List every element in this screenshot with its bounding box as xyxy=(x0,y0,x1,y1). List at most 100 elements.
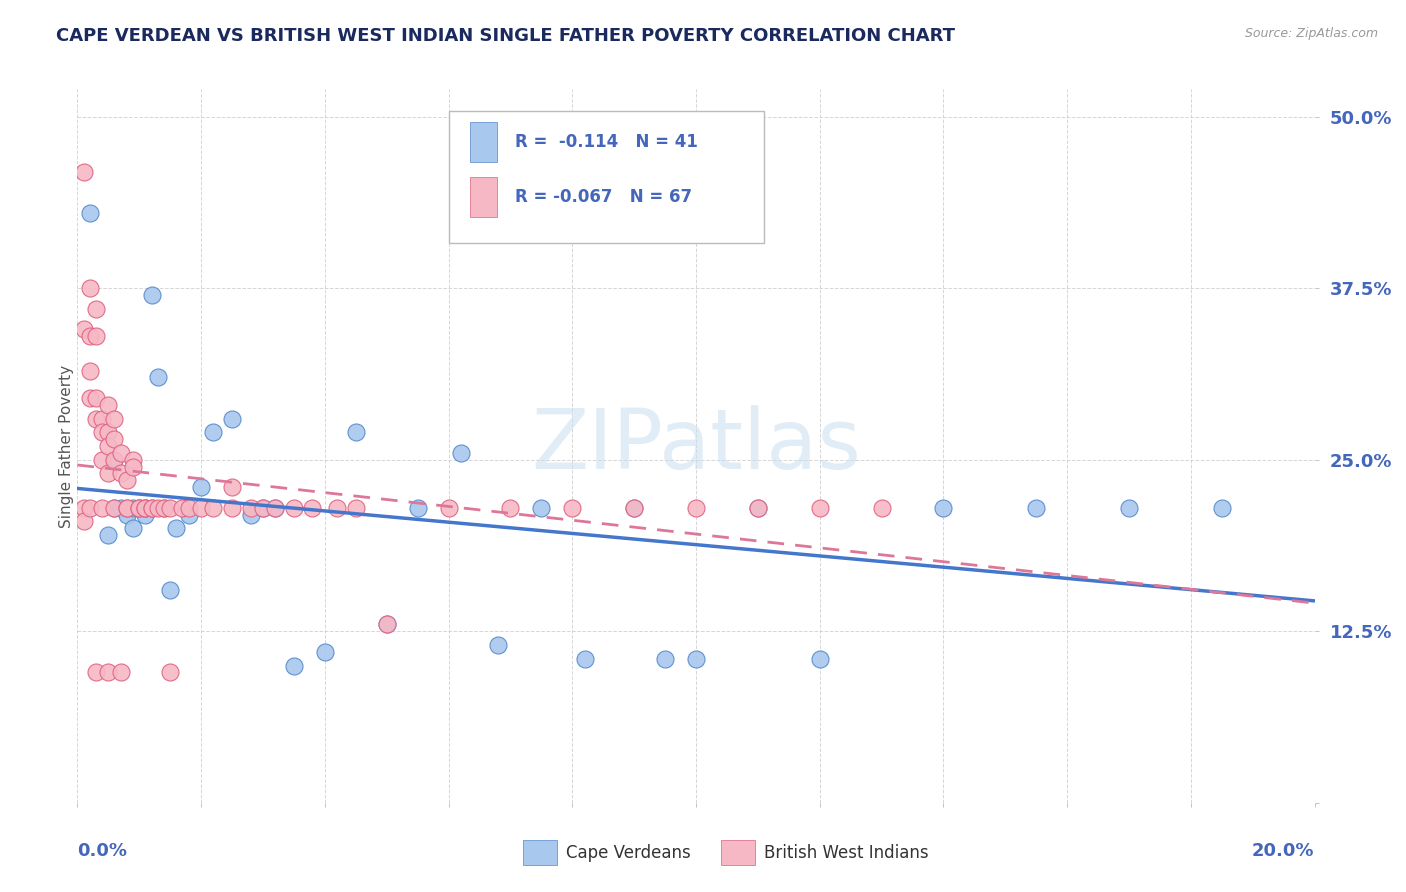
Point xyxy=(344,425,367,440)
Point xyxy=(146,370,169,384)
Point xyxy=(128,500,150,515)
Point xyxy=(437,500,460,515)
Text: CAPE VERDEAN VS BRITISH WEST INDIAN SINGLE FATHER POVERTY CORRELATION CHART: CAPE VERDEAN VS BRITISH WEST INDIAN SING… xyxy=(56,27,955,45)
Point xyxy=(283,500,305,515)
Point xyxy=(91,500,114,515)
Point xyxy=(79,500,101,515)
Point xyxy=(153,500,176,515)
Point xyxy=(128,500,150,515)
Text: ZIPatlas: ZIPatlas xyxy=(531,406,860,486)
FancyBboxPatch shape xyxy=(470,178,496,217)
Point xyxy=(115,500,138,515)
Point xyxy=(654,651,676,665)
Point xyxy=(344,500,367,515)
Point xyxy=(122,500,145,515)
Point xyxy=(326,500,349,515)
Point xyxy=(747,500,769,515)
Text: British West Indians: British West Indians xyxy=(763,844,928,862)
Point xyxy=(103,500,125,515)
Point xyxy=(91,452,114,467)
Point xyxy=(1118,500,1140,515)
Point xyxy=(221,411,243,425)
Point xyxy=(134,500,156,515)
Point xyxy=(202,500,225,515)
Point xyxy=(84,301,107,316)
Point xyxy=(574,651,596,665)
Point xyxy=(747,500,769,515)
Text: Cape Verdeans: Cape Verdeans xyxy=(567,844,690,862)
Point xyxy=(221,480,243,494)
Point xyxy=(122,452,145,467)
Point xyxy=(103,432,125,446)
Point xyxy=(97,425,120,440)
Point xyxy=(264,500,287,515)
Point xyxy=(122,521,145,535)
Point xyxy=(375,617,398,632)
Point xyxy=(84,411,107,425)
Point xyxy=(159,500,181,515)
Point xyxy=(190,500,212,515)
Point xyxy=(165,521,187,535)
Point xyxy=(103,411,125,425)
Point xyxy=(110,500,132,515)
Text: 20.0%: 20.0% xyxy=(1253,842,1315,860)
Point xyxy=(202,425,225,440)
Point xyxy=(91,425,114,440)
Point xyxy=(177,500,200,515)
Point xyxy=(159,583,181,598)
Point xyxy=(115,508,138,522)
Point xyxy=(79,205,101,219)
Point xyxy=(97,439,120,453)
Point xyxy=(79,391,101,405)
Point xyxy=(141,500,163,515)
Point xyxy=(499,500,522,515)
Point xyxy=(685,500,707,515)
Point xyxy=(177,508,200,522)
Point xyxy=(486,638,509,652)
Point xyxy=(79,281,101,295)
Point xyxy=(450,446,472,460)
Point xyxy=(870,500,893,515)
Point xyxy=(146,500,169,515)
Point xyxy=(134,500,156,515)
Point xyxy=(103,452,125,467)
Point xyxy=(97,665,120,680)
Point xyxy=(103,452,125,467)
Point xyxy=(128,500,150,515)
Point xyxy=(314,645,336,659)
Point xyxy=(79,363,101,377)
Point xyxy=(115,473,138,487)
Point xyxy=(153,500,176,515)
Point xyxy=(239,500,262,515)
Point xyxy=(72,500,94,515)
Point xyxy=(91,411,114,425)
Point xyxy=(103,500,125,515)
Point xyxy=(97,398,120,412)
Point xyxy=(97,528,120,542)
Text: 0.0%: 0.0% xyxy=(77,842,128,860)
Point xyxy=(190,480,212,494)
Point xyxy=(561,500,583,515)
Text: R =  -0.114   N = 41: R = -0.114 N = 41 xyxy=(516,133,699,151)
Text: R = -0.067   N = 67: R = -0.067 N = 67 xyxy=(516,188,692,206)
Point xyxy=(932,500,955,515)
Point xyxy=(97,467,120,481)
Point xyxy=(221,500,243,515)
Point xyxy=(134,500,156,515)
Point xyxy=(252,500,274,515)
Point xyxy=(808,500,831,515)
Text: Source: ZipAtlas.com: Source: ZipAtlas.com xyxy=(1244,27,1378,40)
Point xyxy=(141,288,163,302)
Point xyxy=(1025,500,1047,515)
Point xyxy=(134,508,156,522)
Point xyxy=(84,665,107,680)
Point xyxy=(79,329,101,343)
Point xyxy=(685,651,707,665)
Y-axis label: Single Father Poverty: Single Father Poverty xyxy=(59,365,73,527)
Point xyxy=(84,391,107,405)
FancyBboxPatch shape xyxy=(470,122,496,161)
Point xyxy=(110,665,132,680)
Point xyxy=(72,322,94,336)
Point xyxy=(172,500,194,515)
FancyBboxPatch shape xyxy=(523,840,557,865)
